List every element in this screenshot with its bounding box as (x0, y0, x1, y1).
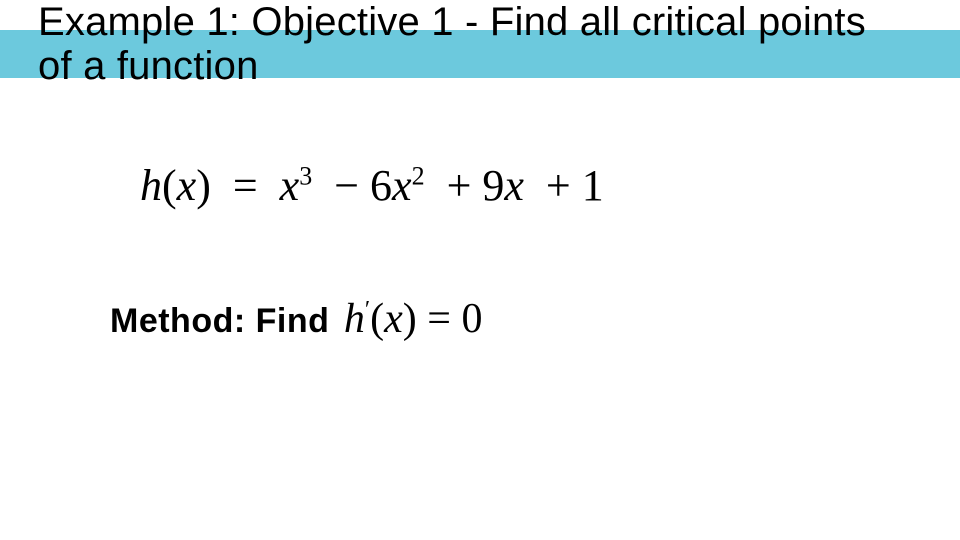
slide: Example 1: Objective 1 - Find all critic… (0, 0, 960, 540)
function-definition-equation: h(x) = x3 − 6x2 + 9x + 1 (140, 160, 604, 211)
title-line-1: Example 1: Objective 1 - Find all critic… (38, 0, 866, 44)
method-fn-name: h (344, 296, 365, 342)
method-line: Method: Find h′(x) = 0 (110, 295, 482, 343)
title-line-2: of a function (38, 44, 259, 88)
method-rhs: 0 (461, 296, 482, 342)
equation-variable: x (177, 161, 197, 210)
method-variable: x (384, 296, 403, 342)
method-label: Method: Find (110, 302, 329, 340)
equation-fn-name: h (140, 161, 162, 210)
method-equation: h′(x) = 0 (334, 296, 483, 342)
slide-title: Example 1: Objective 1 - Find all critic… (38, 0, 900, 88)
